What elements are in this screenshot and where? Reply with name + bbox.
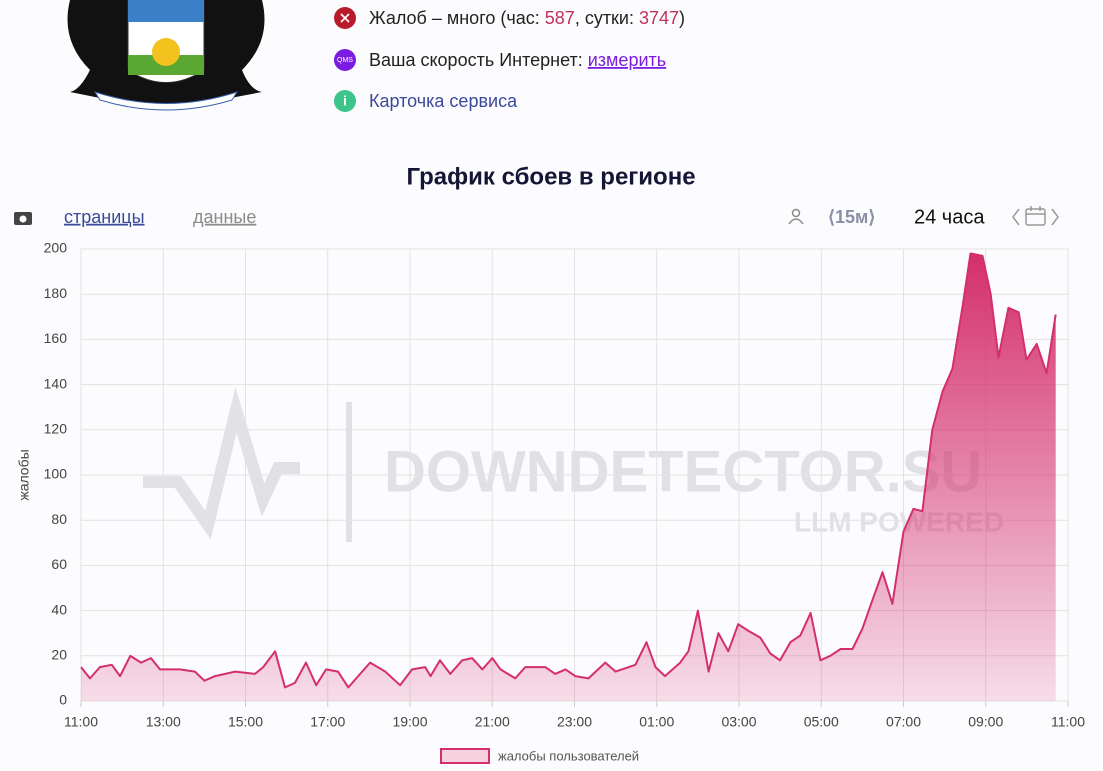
calendar-nav[interactable] xyxy=(1012,206,1059,226)
text: ) xyxy=(679,8,685,28)
plot: 0 20 40 60 80 100 120 140 160 180 200 11:00 13:00 15:… xyxy=(44,240,1086,730)
y-tick-label: 180 xyxy=(44,285,68,301)
y-tick-label: 0 xyxy=(59,692,67,708)
y-tick-label: 200 xyxy=(44,240,68,256)
camera-icon[interactable] xyxy=(14,212,32,225)
area xyxy=(81,253,1056,701)
hour-count: 587 xyxy=(545,8,575,28)
x-tick-label: 13:00 xyxy=(146,714,181,730)
user-icon[interactable] xyxy=(788,208,804,225)
legend-label: жалобы пользователей xyxy=(498,748,639,763)
x-tick-label: 17:00 xyxy=(310,714,345,730)
x-tick-label: 19:00 xyxy=(392,714,427,730)
qms-icon xyxy=(334,49,356,71)
day-count: 3747 xyxy=(639,8,679,28)
y-tick-label: 160 xyxy=(44,330,68,346)
complaints-status: Жалоб – много (час: 587, сутки: 3747) xyxy=(369,8,685,28)
line xyxy=(80,252,1057,689)
info-icon xyxy=(334,90,356,112)
x-tick-label: 01:00 xyxy=(639,714,674,730)
x-tick-label: 03:00 xyxy=(721,714,756,730)
chart-title: График сбоев в регионе xyxy=(406,163,695,190)
error-icon-cross xyxy=(340,13,350,23)
x-tick-label: 11:00 xyxy=(1051,714,1085,730)
x-tick-label: 21:00 xyxy=(475,714,510,730)
info-icon-text: i xyxy=(343,93,347,109)
measure-link[interactable]: измерить xyxy=(588,50,666,70)
y-tick-label: 100 xyxy=(44,466,68,482)
watermark-brand: DOWNDETECTOR.SU xyxy=(384,439,982,504)
y-tick-label: 80 xyxy=(51,511,67,527)
y-tick-label: 140 xyxy=(44,375,68,391)
x-tick-label: 09:00 xyxy=(968,714,1003,730)
service-card-link[interactable]: Карточка сервиса xyxy=(369,91,518,111)
y-tick-label: 40 xyxy=(51,601,67,617)
y-tick-label: 120 xyxy=(44,421,68,437)
x-tick-label: 15:00 xyxy=(228,714,263,730)
y-tick-label: 20 xyxy=(51,647,67,663)
qms-icon-text: QMS xyxy=(337,57,353,64)
y-tick-label: 60 xyxy=(51,556,67,572)
text: Жалоб – много (час: xyxy=(369,8,545,28)
pages-tab[interactable]: страницы xyxy=(64,207,145,227)
text: Ваша скорость Интернет: xyxy=(369,50,588,70)
legend-swatch xyxy=(440,748,490,764)
y-axis-label: жалобы xyxy=(16,449,32,500)
data-tab[interactable]: данные xyxy=(193,207,256,227)
x-tick-label: 23:00 xyxy=(557,714,592,730)
speed-line: Ваша скорость Интернет: измерить xyxy=(369,50,666,70)
period-label: 24 часа xyxy=(914,206,985,228)
x-tick-label: 11:00 xyxy=(64,714,98,730)
text: , сутки: xyxy=(575,8,639,28)
x-tick-label: 07:00 xyxy=(886,714,921,730)
logo xyxy=(67,0,265,111)
interval-toggle[interactable]: ⟨15м⟩ xyxy=(828,207,875,227)
watermark: DOWNDETECTOR.SU LLM POWERED xyxy=(143,387,1004,542)
x-tick-label: 05:00 xyxy=(804,714,839,730)
